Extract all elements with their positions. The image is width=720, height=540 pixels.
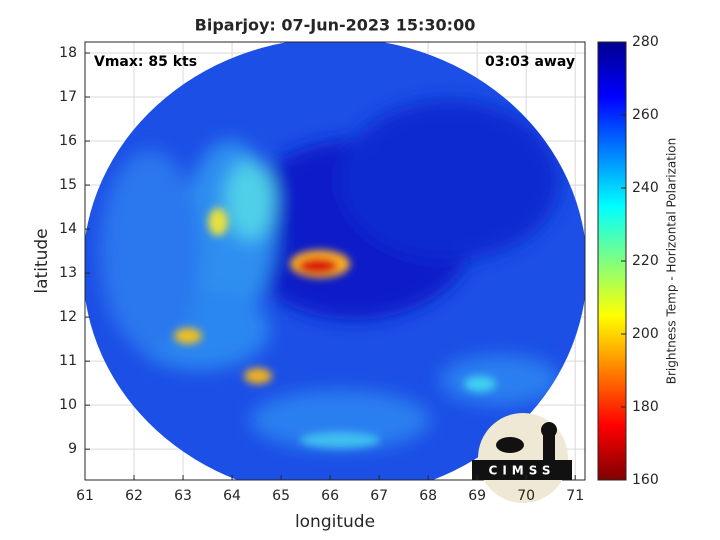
colorbar-tick-label: 220 bbox=[632, 253, 659, 269]
x-tick-label: 61 bbox=[76, 488, 94, 504]
plot-frame bbox=[84, 41, 586, 481]
colorbar-tick-label: 260 bbox=[632, 107, 659, 123]
y-axis-label: latitude bbox=[32, 228, 52, 293]
annotation: Vmax: 85 kts bbox=[94, 54, 197, 70]
colorbar-tick-label: 200 bbox=[632, 326, 659, 342]
x-tick-label: 68 bbox=[419, 488, 437, 504]
y-tick-label: 15 bbox=[59, 177, 77, 193]
y-tick-label: 10 bbox=[59, 397, 77, 413]
colorbar-label: Brightness Temp - Horizontal Polarizatio… bbox=[665, 138, 679, 385]
annotation: 03:03 away bbox=[485, 54, 575, 70]
colorbar-tick-label: 160 bbox=[632, 472, 659, 488]
y-tick-label: 16 bbox=[59, 133, 77, 149]
colorbar-tick-label: 280 bbox=[632, 34, 659, 50]
y-tick-label: 13 bbox=[59, 265, 77, 281]
y-tick-label: 9 bbox=[68, 441, 77, 457]
x-tick-label: 69 bbox=[468, 488, 486, 504]
x-tick-label: 62 bbox=[125, 488, 143, 504]
x-tick-label: 65 bbox=[272, 488, 290, 504]
imagery bbox=[85, 42, 585, 480]
x-tick-label: 66 bbox=[321, 488, 339, 504]
x-axis-label: longitude bbox=[295, 512, 375, 532]
x-tick-label: 67 bbox=[370, 488, 388, 504]
x-tick-label: 70 bbox=[517, 488, 535, 504]
y-tick-label: 11 bbox=[59, 353, 77, 369]
logo: CIMSS bbox=[472, 413, 572, 503]
chart-title: Biparjoy: 07-Jun-2023 15:30:00 bbox=[195, 16, 476, 35]
x-tick-label: 64 bbox=[223, 488, 241, 504]
y-tick-label: 12 bbox=[59, 309, 77, 325]
y-tick-label: 17 bbox=[59, 89, 77, 105]
y-tick-label: 18 bbox=[59, 45, 77, 61]
x-tick-label: 63 bbox=[174, 488, 192, 504]
colorbar-tick-label: 240 bbox=[632, 180, 659, 196]
y-tick-label: 14 bbox=[59, 221, 77, 237]
x-tick-label: 71 bbox=[566, 488, 584, 504]
colorbar-tick-label: 180 bbox=[632, 399, 659, 415]
logo-text: CIMSS bbox=[489, 464, 556, 478]
